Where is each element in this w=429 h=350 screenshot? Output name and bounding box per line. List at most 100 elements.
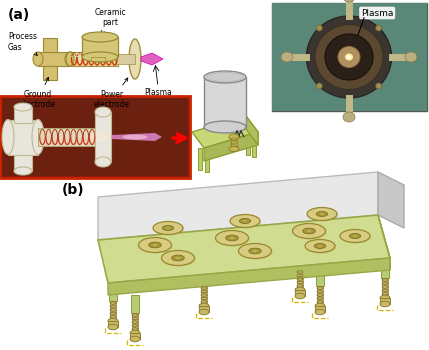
Ellipse shape (305, 239, 335, 252)
Bar (95, 112, 111, 162)
Ellipse shape (315, 309, 325, 315)
Bar (272, 3, 427, 111)
Ellipse shape (66, 52, 74, 66)
Bar (109, 283, 117, 301)
Ellipse shape (243, 220, 247, 222)
Bar (297, 270, 303, 290)
Ellipse shape (231, 216, 261, 229)
Ellipse shape (340, 230, 370, 243)
Ellipse shape (293, 224, 326, 238)
Ellipse shape (230, 237, 234, 239)
Bar (231, 137, 237, 149)
Ellipse shape (206, 72, 244, 82)
Bar (296, 252, 304, 270)
Bar (108, 321, 118, 327)
Ellipse shape (199, 303, 209, 309)
Bar (315, 306, 325, 312)
Bar (380, 298, 390, 304)
Ellipse shape (14, 103, 32, 111)
Ellipse shape (316, 211, 328, 216)
Bar (198, 148, 202, 170)
Ellipse shape (82, 52, 118, 62)
Ellipse shape (229, 147, 239, 152)
Ellipse shape (161, 251, 194, 266)
Bar (131, 295, 139, 313)
Ellipse shape (303, 228, 315, 234)
Bar (200, 268, 208, 286)
Text: Ceramic
part: Ceramic part (94, 8, 126, 34)
Ellipse shape (123, 134, 148, 140)
Ellipse shape (380, 301, 390, 307)
Ellipse shape (349, 233, 361, 238)
Ellipse shape (295, 293, 305, 299)
Ellipse shape (405, 52, 417, 62)
Bar (199, 306, 209, 312)
Polygon shape (98, 215, 390, 283)
Polygon shape (108, 258, 390, 295)
Ellipse shape (162, 225, 174, 230)
Ellipse shape (315, 303, 325, 309)
Bar (110, 301, 116, 321)
Ellipse shape (325, 34, 373, 80)
Bar (8, 120, 38, 155)
Ellipse shape (2, 119, 14, 154)
Polygon shape (378, 172, 404, 228)
Ellipse shape (130, 330, 140, 336)
Polygon shape (98, 172, 378, 240)
Ellipse shape (307, 208, 337, 220)
Ellipse shape (153, 222, 183, 235)
Bar (38, 52, 70, 66)
Bar (316, 268, 324, 286)
Ellipse shape (95, 107, 111, 117)
Ellipse shape (343, 0, 355, 2)
Ellipse shape (345, 54, 353, 61)
Ellipse shape (166, 227, 170, 229)
Ellipse shape (32, 119, 44, 154)
Ellipse shape (129, 39, 141, 79)
Ellipse shape (347, 56, 350, 58)
Bar (0, 96, 190, 178)
Bar (115, 54, 135, 64)
Ellipse shape (307, 230, 311, 232)
Ellipse shape (153, 244, 157, 246)
Ellipse shape (320, 213, 324, 215)
Bar (317, 286, 323, 306)
Ellipse shape (253, 250, 257, 252)
Ellipse shape (82, 32, 118, 42)
Ellipse shape (204, 121, 246, 133)
Polygon shape (141, 53, 163, 65)
Ellipse shape (108, 324, 118, 330)
Bar (205, 150, 209, 172)
Ellipse shape (295, 287, 305, 293)
Bar (201, 286, 207, 306)
Ellipse shape (149, 242, 161, 248)
Text: (a): (a) (8, 8, 30, 22)
Polygon shape (112, 133, 162, 141)
Ellipse shape (199, 309, 209, 315)
Ellipse shape (376, 83, 382, 89)
Bar (381, 260, 389, 278)
Ellipse shape (176, 257, 180, 259)
Ellipse shape (341, 231, 371, 244)
Ellipse shape (14, 167, 32, 175)
Ellipse shape (88, 132, 108, 142)
Ellipse shape (239, 244, 272, 259)
Polygon shape (204, 132, 258, 161)
Bar (272, 3, 427, 111)
Text: Process
Gas: Process Gas (8, 32, 37, 55)
Bar (132, 313, 138, 333)
Ellipse shape (33, 52, 43, 66)
Ellipse shape (314, 244, 326, 248)
Ellipse shape (316, 83, 322, 89)
Ellipse shape (215, 231, 248, 245)
Bar (204, 77, 246, 127)
Ellipse shape (308, 209, 338, 222)
Text: Plasma: Plasma (144, 88, 172, 97)
Ellipse shape (318, 245, 322, 247)
Bar (14, 107, 32, 123)
Ellipse shape (281, 52, 293, 62)
Bar (38, 128, 98, 146)
Bar (246, 133, 250, 155)
Ellipse shape (338, 47, 360, 68)
Bar (382, 278, 388, 298)
